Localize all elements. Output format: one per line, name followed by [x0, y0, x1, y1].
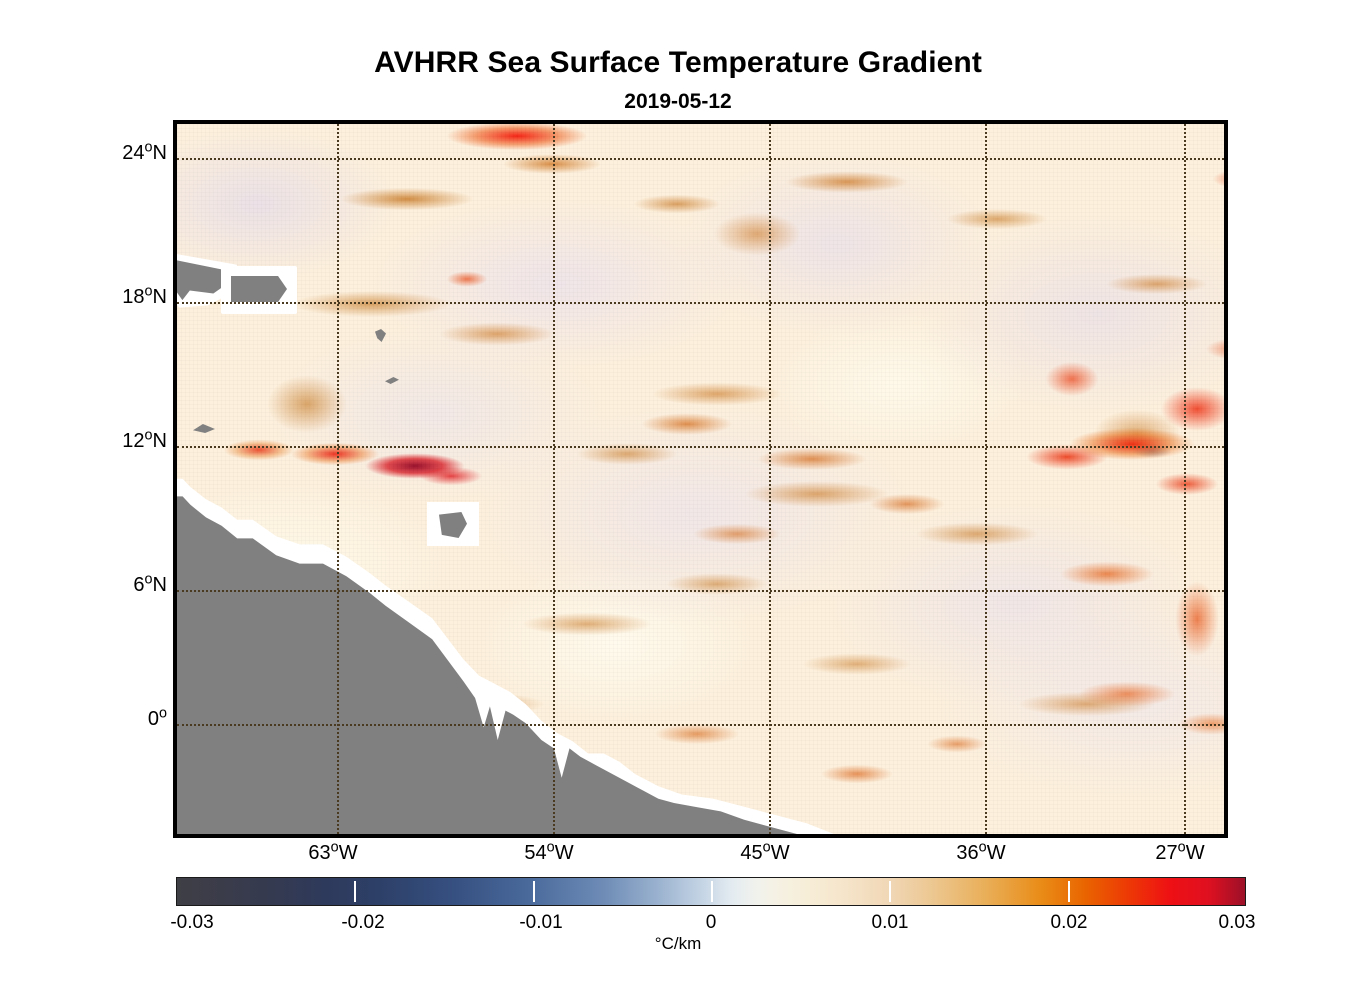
map-axes: [173, 120, 1228, 838]
hotspot-north-edge: [422, 124, 612, 160]
ytick-6n: [173, 588, 177, 592]
hotspot-east-arcs: [1007, 524, 1224, 754]
land-puerto-rico: [231, 276, 287, 302]
ytick-12n: [173, 444, 177, 448]
sst-gradient-field: [177, 124, 1224, 834]
colorbar-label-0.01: 0.01: [871, 912, 909, 933]
gridline-12n: [177, 446, 1224, 448]
xtick-54w: [551, 834, 555, 838]
colorbar-tick--0.02: [354, 881, 357, 902]
xtick-label-63w: 63oW: [308, 839, 358, 864]
gridline-27w: [1184, 124, 1186, 834]
ytick-right-12n: [1224, 444, 1228, 448]
gridline-0: [177, 724, 1224, 726]
colorbar-label-0.03: 0.03: [1218, 912, 1256, 933]
gridline-45w: [769, 124, 771, 834]
gridline-6n: [177, 590, 1224, 592]
xtick-label-45w: 45oW: [740, 839, 790, 864]
colorbar-label--0.01: -0.01: [519, 912, 563, 933]
xtick-63w: [335, 834, 339, 838]
colorbar-tick-0: [711, 881, 713, 902]
colorbar-label--0.03: -0.03: [170, 912, 214, 933]
gridline-63w: [337, 124, 339, 834]
ytick-right-24n: [1224, 156, 1228, 160]
land-lesser-antilles-1: [375, 329, 386, 342]
xtick-label-54w: 54oW: [524, 839, 574, 864]
colorbar-tick-0.01: [889, 881, 892, 902]
colorbar-tick-0.02: [1067, 881, 1070, 902]
hotspot-coastal-west: [197, 420, 317, 480]
colorbar: [176, 877, 1246, 906]
gridline-36w: [985, 124, 987, 834]
xtick-top-27w: [1182, 120, 1186, 124]
chart-title: AVHRR Sea Surface Temperature Gradient: [374, 46, 982, 79]
xtick-top-54w: [551, 120, 555, 124]
colorbar-tick--0.01: [532, 881, 535, 902]
gridline-54w: [553, 124, 555, 834]
xtick-27w: [1182, 834, 1186, 838]
xtick-label-27w: 27oW: [1155, 839, 1205, 864]
xtick-top-45w: [767, 120, 771, 124]
colorbar-label-0.02: 0.02: [1050, 912, 1088, 933]
ytick-label-0: 0o: [147, 705, 167, 730]
xtick-top-63w: [335, 120, 339, 124]
ytick-24n: [173, 156, 177, 160]
ytick-label-12n: 12oN: [122, 427, 167, 452]
hotspot-northeast-spots: [1167, 144, 1224, 264]
xtick-top-36w: [983, 120, 987, 124]
hotspot-mid-basin: [617, 384, 947, 584]
land-mask: [177, 124, 1224, 834]
ytick-label-24n: 24oN: [122, 139, 167, 164]
ytick-right-18n: [1224, 300, 1228, 304]
ytick-18n: [173, 300, 177, 304]
ytick-label-6n: 6oN: [133, 571, 167, 596]
xtick-label-36w: 36oW: [956, 839, 1006, 864]
land-lesser-antilles-3: [193, 424, 215, 433]
xtick-45w: [767, 834, 771, 838]
ytick-right-0: [1224, 722, 1228, 726]
gridline-18n: [177, 302, 1224, 304]
colorbar-unit-label: °C/km: [654, 934, 702, 953]
ytick-right-6n: [1224, 588, 1228, 592]
colorbar-label--0.02: -0.02: [341, 912, 385, 933]
land-lesser-antilles-2: [385, 377, 399, 384]
ytick-0: [173, 722, 177, 726]
gridline-24n: [177, 158, 1224, 160]
xtick-36w: [983, 834, 987, 838]
chart-subtitle: 2019-05-12: [624, 90, 732, 113]
colorbar-label-0: 0: [705, 912, 717, 933]
ytick-label-18n: 18oN: [122, 283, 167, 308]
